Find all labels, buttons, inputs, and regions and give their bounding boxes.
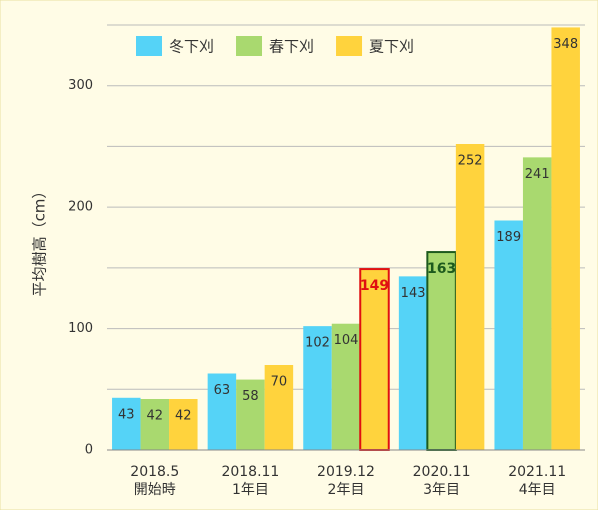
x-tick-label: 開始時 <box>134 482 176 498</box>
y-tick-label: 300 <box>68 78 93 93</box>
bar <box>455 144 485 450</box>
bar <box>331 323 361 450</box>
value-label: 63 <box>214 383 231 398</box>
bar <box>398 276 428 450</box>
value-label: 241 <box>525 167 550 182</box>
value-label: 43 <box>118 407 135 422</box>
y-tick-label: 200 <box>68 200 93 215</box>
bar <box>207 373 237 450</box>
value-label: 58 <box>242 389 259 404</box>
value-label: 163 <box>427 261 456 277</box>
bar <box>494 220 523 450</box>
value-label: 143 <box>401 286 426 301</box>
bar <box>236 379 265 450</box>
legend-label: 冬下刈 <box>169 38 214 56</box>
bar <box>264 365 294 450</box>
x-tick-label: 2年目 <box>328 482 365 498</box>
bar <box>169 399 198 450</box>
bar <box>112 397 141 450</box>
legend-label: 夏下刈 <box>369 38 414 56</box>
value-label: 252 <box>458 154 483 169</box>
bar <box>303 326 332 450</box>
value-label: 348 <box>553 37 578 52</box>
y-tick-label: 100 <box>68 321 93 336</box>
value-label: 102 <box>305 336 330 351</box>
x-tick-label: 1年目 <box>232 482 269 498</box>
legend-swatch <box>236 36 263 56</box>
value-label: 149 <box>360 278 389 294</box>
bar <box>551 27 580 451</box>
x-tick-label: 2020.11 <box>413 464 471 480</box>
value-label: 189 <box>496 230 521 245</box>
x-tick-label: 3年目 <box>423 482 460 498</box>
value-label: 70 <box>271 375 288 390</box>
value-label: 42 <box>175 409 192 424</box>
bar <box>522 157 552 450</box>
bar <box>359 268 390 452</box>
x-tick-label: 2021.11 <box>508 464 566 480</box>
x-tick-label: 2018.11 <box>221 464 279 480</box>
x-tick-label: 2019.12 <box>317 464 375 480</box>
value-label: 42 <box>147 409 164 424</box>
bar <box>140 399 170 450</box>
value-label: 104 <box>334 333 359 348</box>
x-tick-label: 2018.5 <box>130 464 179 480</box>
y-tick-label: 0 <box>85 443 93 458</box>
legend-swatch <box>136 36 162 56</box>
legend-label: 春下刈 <box>269 38 314 56</box>
x-tick-label: 4年目 <box>519 482 556 498</box>
legend-swatch <box>336 36 363 56</box>
y-axis-label: 平均樹高（cm） <box>31 184 49 297</box>
bar <box>426 251 457 451</box>
